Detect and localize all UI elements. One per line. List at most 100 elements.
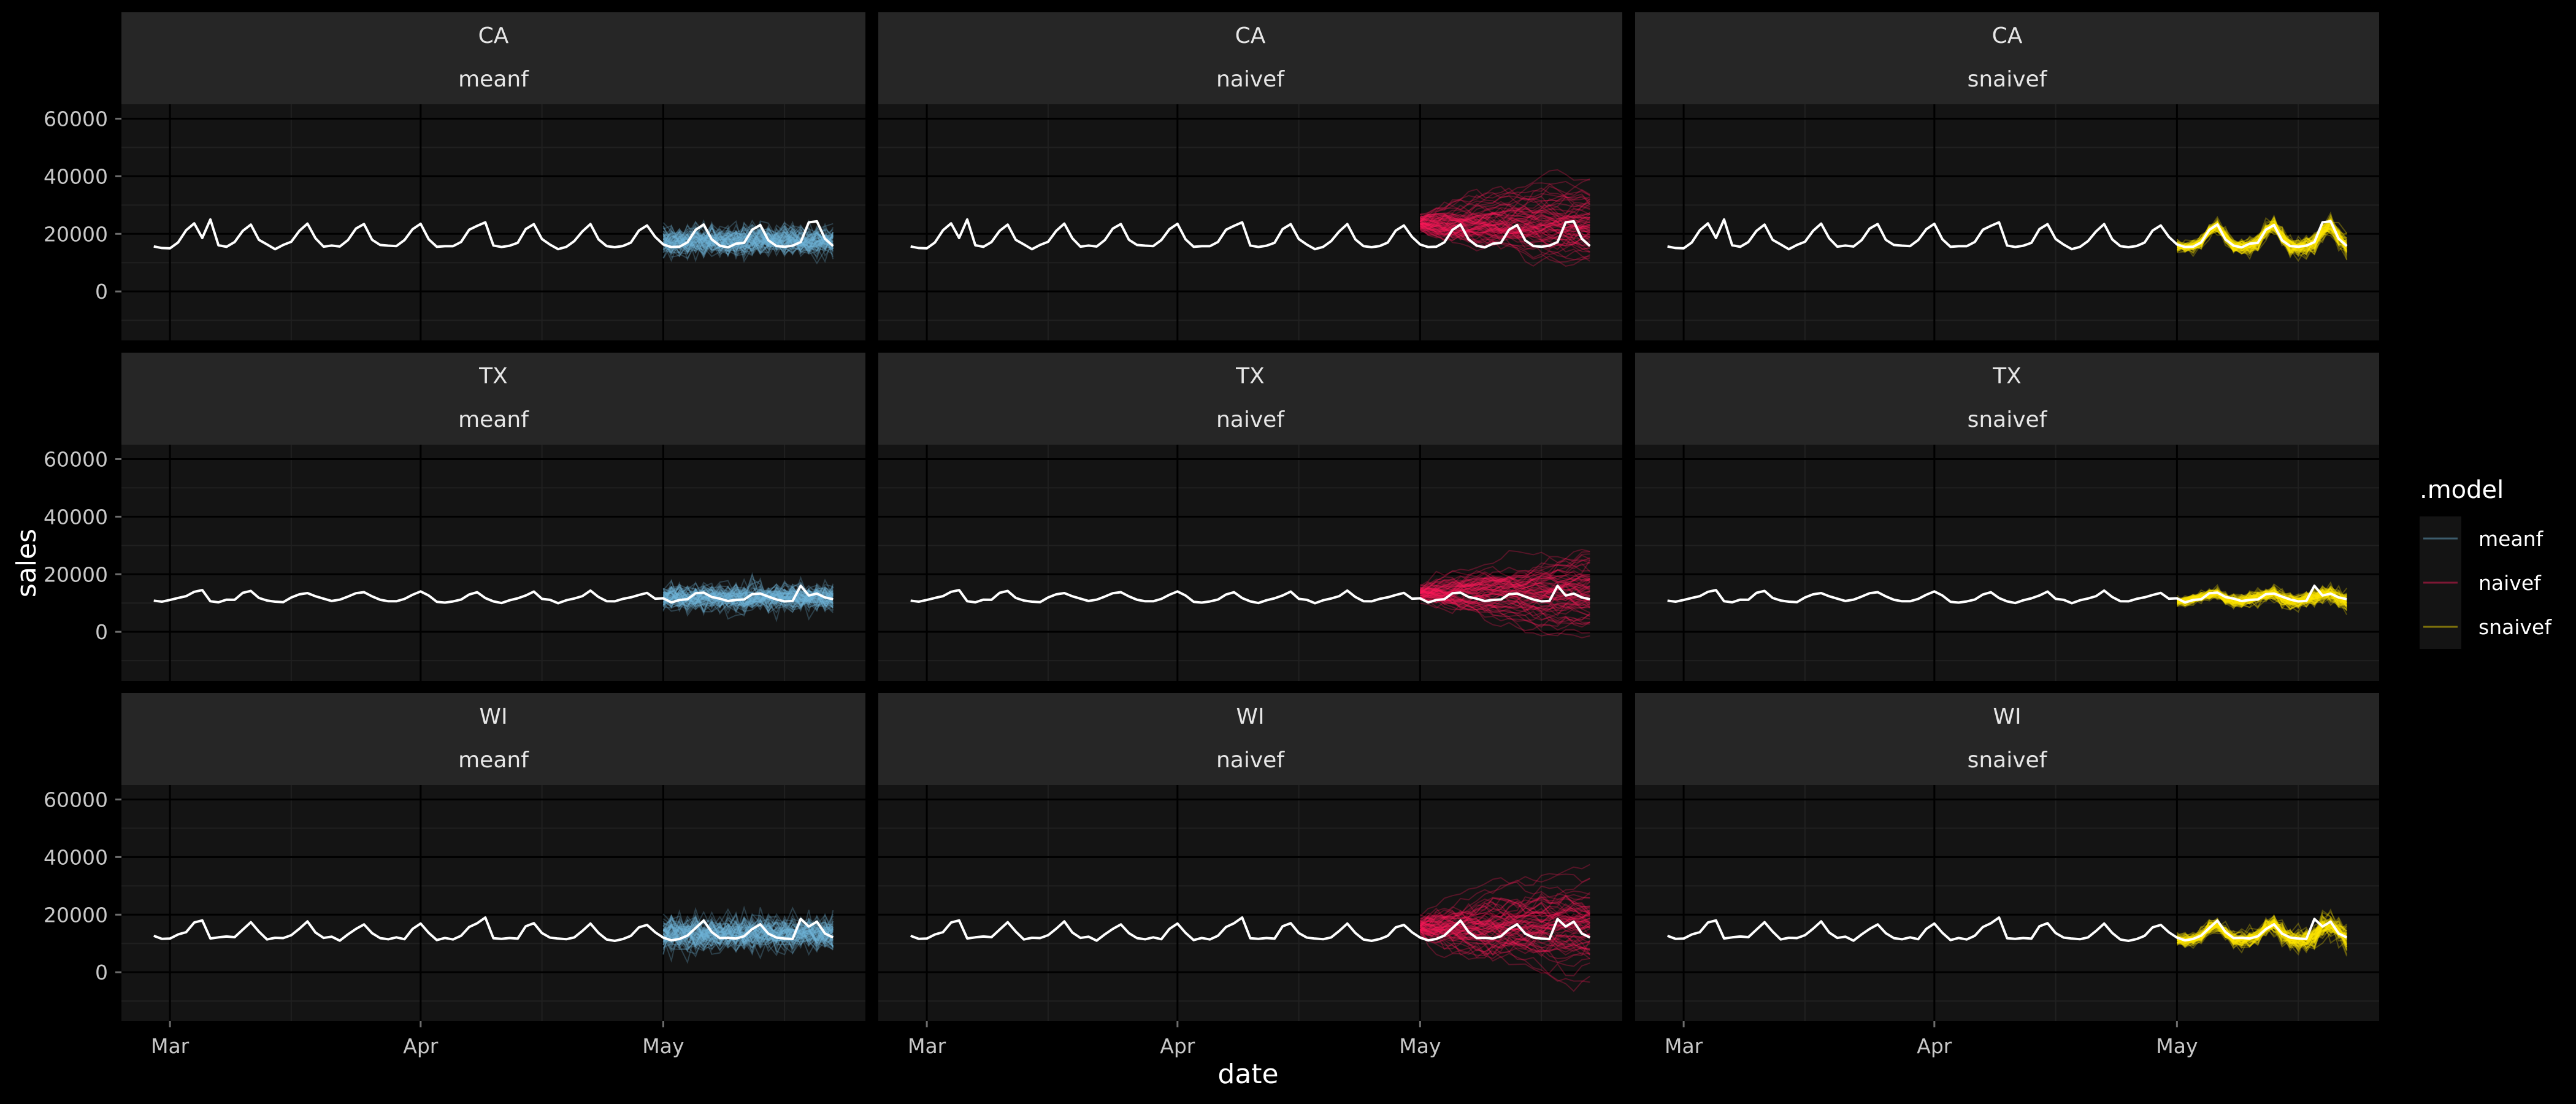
forecast-path — [663, 580, 834, 612]
forecast-path — [1420, 920, 1590, 956]
forecast-path — [1419, 896, 1590, 930]
facet-strip-model-label: naivef — [1216, 748, 1285, 773]
forecast-path — [1420, 581, 1590, 598]
forecast-path — [1419, 209, 1590, 233]
forecast-path — [1420, 922, 1590, 940]
forecast-path — [1420, 892, 1591, 924]
forecast-path — [1420, 215, 1590, 243]
forecast-path — [662, 588, 834, 610]
forecast-path — [662, 581, 834, 610]
forecast-path — [1420, 903, 1591, 931]
forecast-path — [662, 585, 834, 612]
forecast-path — [1420, 583, 1590, 604]
facet-strip-model-label: naivef — [1216, 67, 1285, 92]
forecast-path — [2177, 587, 2347, 609]
facet-panel-tx-meanf: TX meanf — [121, 353, 865, 681]
facet-panel-wi-meanf: WI meanf — [121, 693, 865, 1021]
forecast-path — [662, 918, 834, 954]
forecast-path — [2177, 588, 2347, 610]
forecast-paths-naivef — [1419, 548, 1591, 638]
forecast-path — [662, 583, 834, 607]
facet-strip-region-label: TX — [1992, 364, 2022, 389]
facet-strip-region-label: TX — [1235, 364, 1265, 389]
forecast-path — [663, 233, 834, 251]
forecast-path — [663, 916, 834, 949]
forecast-path — [662, 582, 834, 613]
forecast-path — [1419, 559, 1591, 593]
forecast-path — [663, 914, 834, 953]
forecast-path — [1419, 914, 1590, 938]
forecast-path — [2176, 588, 2348, 610]
forecast-path — [1420, 924, 1590, 976]
forecast-path — [1419, 903, 1590, 925]
forecast-path — [2177, 916, 2348, 957]
forecast-path — [1420, 578, 1590, 609]
forecast-path — [663, 227, 834, 259]
forecast-path — [1419, 576, 1590, 600]
forecast-path — [1419, 221, 1590, 238]
forecast-path — [1419, 915, 1590, 948]
facet-strip — [878, 353, 1622, 445]
facet-strip — [121, 12, 865, 104]
forecast-path — [1419, 915, 1590, 930]
forecast-path — [1420, 578, 1590, 609]
forecast-path — [1419, 201, 1590, 232]
forecast-path — [1419, 215, 1591, 239]
forecast-path — [2177, 919, 2348, 949]
facet-strip-model-label: meanf — [458, 748, 529, 773]
forecast-path — [662, 584, 834, 607]
legend-label-meanf: meanf — [2478, 527, 2544, 551]
facet-strip-region-label: WI — [479, 704, 507, 729]
forecast-path — [1420, 911, 1590, 951]
forecast-path — [1420, 594, 1590, 626]
forecast-path — [662, 913, 834, 951]
forecast-path — [1419, 928, 1591, 960]
forecast-path — [2177, 918, 2347, 943]
forecast-path — [1419, 579, 1590, 594]
forecast-path — [662, 221, 834, 253]
forecast-path — [662, 925, 834, 950]
legend: .model meanf naivef snaivef — [2420, 476, 2552, 649]
forecast-path — [1420, 924, 1590, 956]
forecast-path — [2176, 223, 2348, 258]
forecast-path — [1419, 550, 1590, 587]
forecast-path — [2177, 919, 2347, 947]
forecast-path — [1420, 570, 1590, 604]
forecast-path — [1419, 594, 1590, 625]
forecast-path — [662, 585, 834, 621]
forecast-path — [1419, 192, 1591, 221]
forecast-path — [1420, 204, 1590, 229]
actual-sales-line — [910, 585, 1590, 605]
forecast-path — [663, 581, 834, 623]
y-tick-label: 0 — [95, 280, 108, 304]
forecast-path — [1420, 208, 1590, 226]
forecast-path — [2176, 590, 2347, 605]
forecast-path — [662, 918, 834, 950]
forecast-path — [1420, 585, 1590, 608]
forecast-path — [1420, 203, 1590, 242]
forecast-path — [662, 581, 834, 605]
actual-sales-line — [1667, 916, 2348, 942]
forecast-path — [1420, 926, 1590, 956]
facet-strip-model-label: snaivef — [1968, 407, 2048, 432]
forecast-path — [662, 918, 834, 946]
forecast-path — [662, 232, 834, 255]
forecast-path — [1419, 928, 1590, 959]
forecast-path — [2177, 918, 2347, 945]
forecast-path — [2177, 921, 2348, 948]
forecast-path — [662, 580, 834, 614]
forecast-path — [662, 918, 834, 948]
forecast-path — [2176, 589, 2347, 610]
forecast-path — [1419, 218, 1590, 248]
forecast-path — [1419, 919, 1590, 932]
actual-sales-line — [910, 218, 1591, 251]
forecast-path — [662, 921, 834, 949]
actual-sales-line — [153, 585, 834, 605]
forecast-path — [662, 573, 834, 612]
forecast-path — [662, 586, 834, 612]
forecast-path — [1420, 193, 1590, 230]
forecast-path — [662, 921, 834, 956]
forecast-path — [663, 920, 834, 956]
facet-strip — [878, 693, 1622, 785]
facet-strip-region-label: CA — [478, 23, 509, 48]
